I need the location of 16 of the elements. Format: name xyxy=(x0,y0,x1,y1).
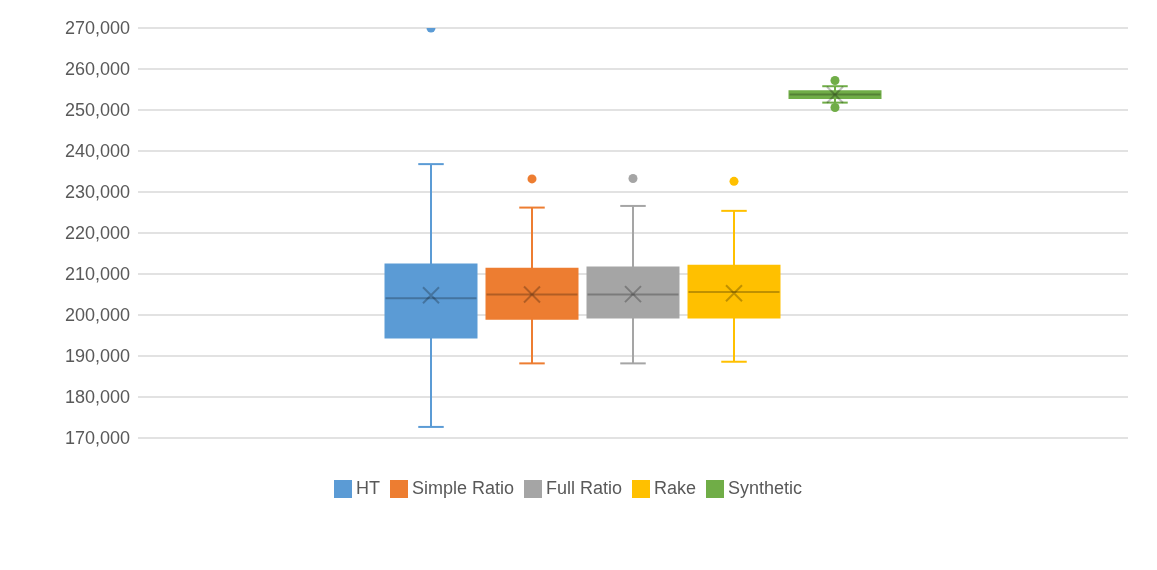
y-tick-label: 230,000 xyxy=(64,182,130,203)
y-tick-label: 250,000 xyxy=(64,100,130,121)
y-tick-label: 260,000 xyxy=(64,59,130,80)
y-tick-label: 210,000 xyxy=(64,264,130,285)
legend-label: Full Ratio xyxy=(545,478,622,498)
y-tick-label: 220,000 xyxy=(64,223,130,244)
y-tick-label: 270,000 xyxy=(64,18,130,39)
y-tick-label: 240,000 xyxy=(64,141,130,162)
y-tick-label: 180,000 xyxy=(64,387,130,408)
y-tick-label: 170,000 xyxy=(64,428,130,449)
y-tick-label: 190,000 xyxy=(64,346,130,367)
legend-label: Simple Ratio xyxy=(411,478,514,498)
legend-label: Rake xyxy=(654,478,697,498)
legend-label: HT xyxy=(355,478,380,498)
y-tick-label: 200,000 xyxy=(64,305,130,326)
legend-label: Synthetic xyxy=(728,478,803,498)
